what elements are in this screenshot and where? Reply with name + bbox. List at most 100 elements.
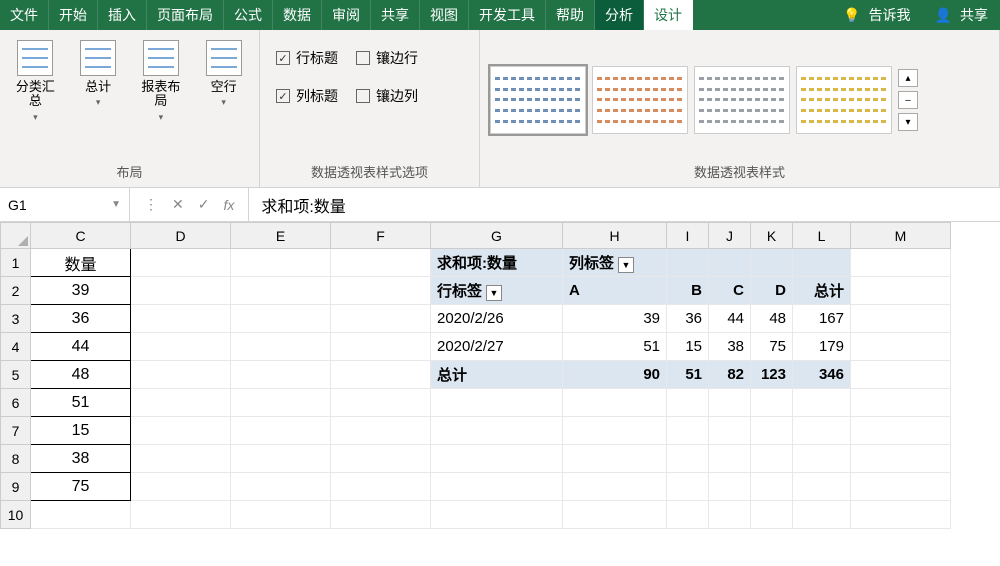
blank-rows-button[interactable]: 空行▾ [198, 40, 249, 109]
row-header-5[interactable]: 5 [1, 361, 31, 389]
cancel-formula-button[interactable]: ✕ [172, 196, 184, 213]
cell-E7[interactable] [231, 417, 331, 445]
cell-D2[interactable] [131, 277, 231, 305]
cell-M3[interactable] [851, 305, 951, 333]
cell-D1[interactable] [131, 249, 231, 277]
cell-I2[interactable]: B [667, 277, 709, 305]
cell-K5[interactable]: 123 [751, 361, 793, 389]
cell-D4[interactable] [131, 333, 231, 361]
cell-K1[interactable] [751, 249, 793, 277]
cell-J1[interactable] [709, 249, 751, 277]
col-labels-dropdown[interactable]: ▼ [618, 257, 634, 273]
menu-file[interactable]: 文件 [0, 0, 49, 30]
share-button[interactable]: 👤 共享 [923, 0, 1000, 30]
row-header-2[interactable]: 2 [1, 277, 31, 305]
cell-I5[interactable]: 51 [667, 361, 709, 389]
cell-M9[interactable] [851, 473, 951, 501]
cell-L1[interactable] [793, 249, 851, 277]
cell-C8[interactable]: 38 [31, 445, 131, 473]
col-header-H[interactable]: H [563, 223, 667, 249]
cell-K10[interactable] [751, 501, 793, 529]
cell-M10[interactable] [851, 501, 951, 529]
cell-I4[interactable]: 15 [667, 333, 709, 361]
cell-E8[interactable] [231, 445, 331, 473]
col-header-K[interactable]: K [751, 223, 793, 249]
cell-H10[interactable] [563, 501, 667, 529]
cell-M5[interactable] [851, 361, 951, 389]
row-header-4[interactable]: 4 [1, 333, 31, 361]
cell-K9[interactable] [751, 473, 793, 501]
menu-data[interactable]: 数据 [273, 0, 322, 30]
cell-G8[interactable] [431, 445, 563, 473]
cell-G7[interactable] [431, 417, 563, 445]
row-header-10[interactable]: 10 [1, 501, 31, 529]
cell-J10[interactable] [709, 501, 751, 529]
menu-developer[interactable]: 开发工具 [469, 0, 546, 30]
col-header-G[interactable]: G [431, 223, 563, 249]
cell-M6[interactable] [851, 389, 951, 417]
cell-L2[interactable]: 总计 [793, 277, 851, 305]
pivot-style-thumb-4[interactable] [796, 66, 892, 134]
cell-L9[interactable] [793, 473, 851, 501]
pivot-style-thumb-3[interactable] [694, 66, 790, 134]
cell-C7[interactable]: 15 [31, 417, 131, 445]
cell-M2[interactable] [851, 277, 951, 305]
tell-me[interactable]: 💡 告诉我 [831, 0, 922, 30]
select-all-corner[interactable] [1, 223, 31, 249]
cell-I10[interactable] [667, 501, 709, 529]
grand-totals-button[interactable]: 总计▾ [73, 40, 124, 109]
cell-F1[interactable] [331, 249, 431, 277]
cell-I6[interactable] [667, 389, 709, 417]
subtotals-button[interactable]: 分类汇总▾ [10, 40, 61, 123]
col-header-D[interactable]: D [131, 223, 231, 249]
cell-J9[interactable] [709, 473, 751, 501]
cell-G3[interactable]: 2020/2/26 [431, 305, 563, 333]
cell-E1[interactable] [231, 249, 331, 277]
cell-J8[interactable] [709, 445, 751, 473]
row-header-6[interactable]: 6 [1, 389, 31, 417]
menu-view[interactable]: 视图 [420, 0, 469, 30]
cell-H5[interactable]: 90 [563, 361, 667, 389]
cell-M1[interactable] [851, 249, 951, 277]
cell-G1[interactable]: 求和项:数量 [431, 249, 563, 277]
cell-H8[interactable] [563, 445, 667, 473]
col-header-F[interactable]: F [331, 223, 431, 249]
fx-icon[interactable]: fx [223, 197, 234, 213]
menu-analyze[interactable]: 分析 [595, 0, 644, 30]
cell-G2[interactable]: 行标签▼ [431, 277, 563, 305]
cell-J3[interactable]: 44 [709, 305, 751, 333]
row-header-1[interactable]: 1 [1, 249, 31, 277]
cell-E10[interactable] [231, 501, 331, 529]
cell-K7[interactable] [751, 417, 793, 445]
cell-G6[interactable] [431, 389, 563, 417]
cell-E5[interactable] [231, 361, 331, 389]
cell-G10[interactable] [431, 501, 563, 529]
cell-E4[interactable] [231, 333, 331, 361]
checkbox-col-headers[interactable]: ✓列标题 [276, 86, 338, 106]
checkbox-row-headers[interactable]: ✓行标题 [276, 48, 338, 68]
styles-scroll-neutral[interactable]: – [898, 91, 918, 109]
cell-C4[interactable]: 44 [31, 333, 131, 361]
cell-K6[interactable] [751, 389, 793, 417]
cell-L6[interactable] [793, 389, 851, 417]
cell-H7[interactable] [563, 417, 667, 445]
cell-F6[interactable] [331, 389, 431, 417]
cell-I3[interactable]: 36 [667, 305, 709, 333]
pivot-style-thumb-1[interactable] [490, 66, 586, 134]
cell-F3[interactable] [331, 305, 431, 333]
cell-E6[interactable] [231, 389, 331, 417]
cell-F9[interactable] [331, 473, 431, 501]
cell-C10[interactable] [31, 501, 131, 529]
cell-K8[interactable] [751, 445, 793, 473]
cell-E2[interactable] [231, 277, 331, 305]
menu-share-tab[interactable]: 共享 [371, 0, 420, 30]
cell-L3[interactable]: 167 [793, 305, 851, 333]
col-header-J[interactable]: J [709, 223, 751, 249]
cell-I8[interactable] [667, 445, 709, 473]
col-header-C[interactable]: C [31, 223, 131, 249]
cell-D10[interactable] [131, 501, 231, 529]
pivot-style-thumb-2[interactable] [592, 66, 688, 134]
cell-F8[interactable] [331, 445, 431, 473]
row-labels-dropdown[interactable]: ▼ [486, 285, 502, 301]
name-box[interactable]: G1 ▼ [0, 188, 130, 221]
